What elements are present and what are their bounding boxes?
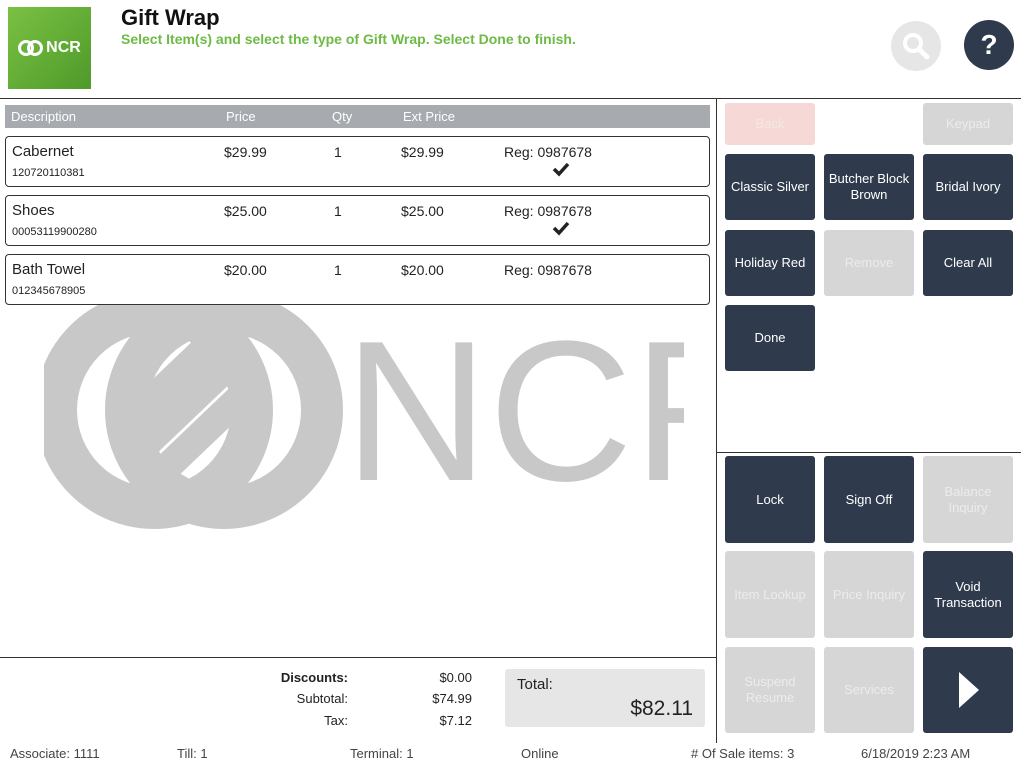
column-description: Description [11,109,77,124]
watermark-text: NCR [344,300,684,523]
item-ext-price: $29.99 [401,144,444,160]
page-instructions: Select Item(s) and select the type of Gi… [121,31,576,47]
lock-button[interactable]: Lock [725,456,815,543]
item-qty: 1 [334,203,342,219]
date-time: 6/18/2019 2:23 AM [861,746,971,761]
total-label: Total: [517,676,553,693]
done-button[interactable]: Done [725,305,815,371]
checkmark-icon [552,162,570,177]
search-button[interactable] [891,21,941,71]
ncr-logo-icon [18,40,44,56]
connection-status: Online [521,746,559,761]
price-inquiry-button[interactable]: Price Inquiry [824,551,914,638]
item-description: Shoes [12,202,55,219]
item-row-bath-towel[interactable]: Bath Towel 012345678905 $20.00 1 $20.00 … [5,254,710,305]
item-qty: 1 [334,262,342,278]
till-number: Till: 1 [177,746,208,761]
item-sku: 120720110381 [12,167,85,179]
item-sku: 012345678905 [12,285,86,297]
button-panel-divider [716,452,1021,453]
help-icon: ? [980,29,998,60]
services-button[interactable]: Services [824,647,914,733]
checkmark-icon [552,221,570,236]
item-row-shoes[interactable]: Shoes 00053119900280 $25.00 1 $25.00 Reg… [5,195,710,246]
item-description: Bath Towel [12,261,86,278]
ncr-logo: NCR [8,7,91,89]
item-sku: 00053119900280 [12,226,97,238]
total-amount: $82.11 [630,697,693,720]
discounts-label: Discounts: [280,670,348,685]
void-transaction-button[interactable]: Void Transaction [923,551,1013,638]
item-qty: 1 [334,144,342,160]
help-button[interactable]: ? [964,20,1014,70]
clear-all-button[interactable]: Clear All [923,230,1013,296]
item-register: Reg: 0987678 [504,144,592,160]
classic-silver-button[interactable]: Classic Silver [725,154,815,220]
status-bar: Associate: 1111 Till: 1 Terminal: 1 Onli… [0,743,1021,765]
bridal-ivory-button[interactable]: Bridal Ivory [923,154,1013,220]
tax-label: Tax: [324,713,348,728]
logo-text: NCR [46,39,81,56]
terminal-number: Terminal: 1 [350,746,414,761]
sign-off-button[interactable]: Sign Off [824,456,914,543]
next-page-button[interactable] [923,647,1013,733]
search-icon [903,33,930,60]
holiday-red-button[interactable]: Holiday Red [725,230,815,296]
item-lookup-button[interactable]: Item Lookup [725,551,815,638]
item-ext-price: $25.00 [401,203,444,219]
column-qty: Qty [332,109,353,124]
remove-button[interactable]: Remove [824,230,914,296]
item-register: Reg: 0987678 [504,203,592,219]
item-price: $20.00 [224,262,267,278]
ncr-watermark-logo: NCR [44,291,684,529]
subtotal-value: $74.99 [432,691,472,706]
back-button[interactable]: Back [725,103,815,145]
balance-inquiry-button[interactable]: Balance Inquiry [923,456,1013,543]
item-ext-price: $20.00 [401,262,444,278]
item-row-cabernet[interactable]: Cabernet 120720110381 $29.99 1 $29.99 Re… [5,136,710,187]
tax-value: $7.12 [439,713,472,728]
arrow-right-icon [959,672,979,708]
butcher-block-brown-button[interactable]: Butcher Block Brown [824,154,914,220]
subtotal-label: Subtotal: [296,691,348,706]
item-price: $29.99 [224,144,267,160]
item-table-header: Description Price Qty Ext Price [5,105,710,128]
column-price: Price [226,109,256,124]
column-ext-price: Ext Price [403,109,456,124]
discounts-value: $0.00 [439,670,472,685]
page-title: Gift Wrap [121,5,220,30]
item-register: Reg: 0987678 [504,262,592,278]
panel-divider [716,98,717,743]
item-description: Cabernet [12,143,74,160]
keypad-button[interactable]: Keypad [923,103,1013,145]
associate-id: Associate: 1111 [10,746,100,761]
item-price: $25.00 [224,203,267,219]
totals-divider [0,657,716,658]
header-divider [0,98,1021,99]
total-box: Total: $82.11 [505,669,705,727]
suspend-resume-button[interactable]: Suspend Resume [725,647,815,733]
sale-items-count: # Of Sale items: 3 [691,746,795,761]
